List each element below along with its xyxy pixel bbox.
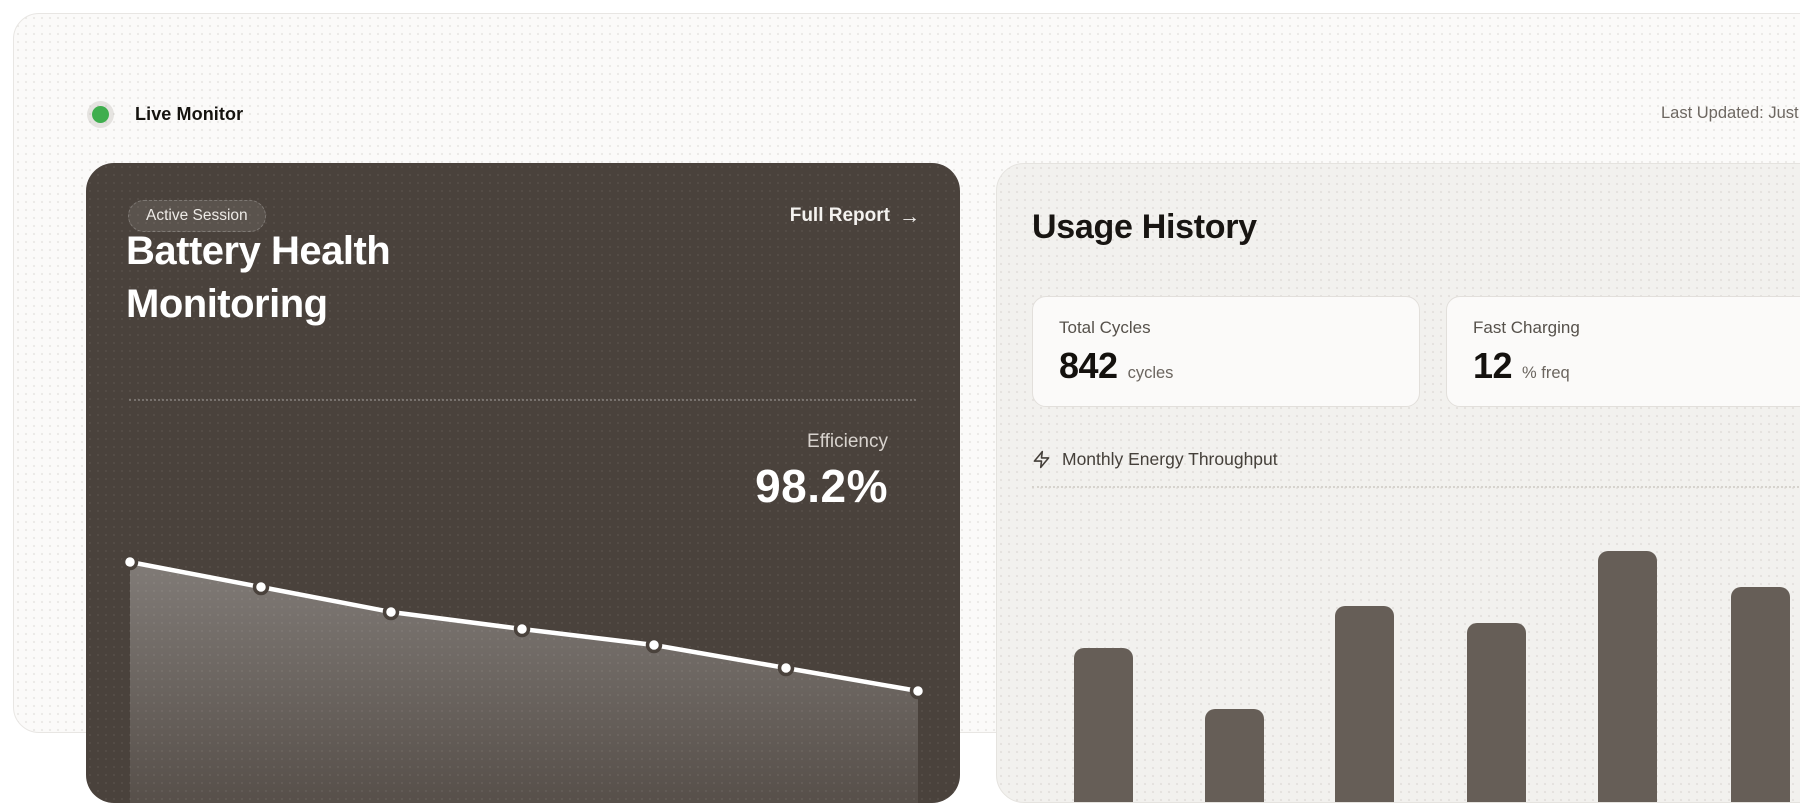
usage-history-title: Usage History: [1032, 208, 1257, 246]
usage-history-card: Usage History Total Cycles 842 cycles Fa…: [996, 163, 1800, 803]
dashboard-panel: Live Monitor Last Updated: Just now Acti…: [13, 13, 1800, 803]
throughput-bar: [1731, 587, 1790, 802]
card-divider: [129, 399, 916, 401]
throughput-section-header: Monthly Energy Throughput: [1032, 449, 1278, 470]
stat-value: 12: [1473, 345, 1513, 386]
full-report-label: Full Report: [789, 205, 890, 226]
live-status-dot-icon: [92, 106, 109, 123]
dotted-divider: [1032, 486, 1800, 488]
monthly-throughput-bar-chart: [997, 164, 1800, 802]
line-chart-point: [777, 659, 795, 677]
stat-label: Total Cycles: [1059, 318, 1151, 337]
stat-unit: % freq: [1522, 364, 1570, 382]
battery-health-card: Active Session Full Report → Battery Hea…: [86, 163, 960, 803]
zap-icon: [1033, 450, 1050, 469]
efficiency-metric: Efficiency 98.2%: [755, 431, 888, 513]
line-chart-point: [121, 553, 139, 571]
live-monitor-status: Live Monitor: [92, 104, 243, 125]
full-report-button[interactable]: Full Report →: [790, 205, 920, 227]
line-chart-point: [909, 682, 927, 700]
throughput-bar: [1335, 606, 1394, 802]
stat-label: Fast Charging: [1473, 318, 1580, 337]
throughput-bar: [1467, 623, 1526, 802]
stat-value: 842: [1059, 345, 1118, 386]
line-chart-point: [645, 636, 663, 654]
efficiency-label: Efficiency: [807, 431, 888, 452]
battery-card-title: Battery Health Monitoring: [126, 229, 391, 327]
stat-unit: cycles: [1127, 364, 1174, 382]
efficiency-value: 98.2%: [755, 460, 888, 512]
arrow-right-icon: →: [899, 204, 920, 228]
stat-card-fast-charging: Fast Charging 12 % freq: [1446, 296, 1800, 407]
line-chart-point: [382, 603, 400, 621]
stat-card-total-cycles: Total Cycles 842 cycles: [1032, 296, 1420, 407]
throughput-bar: [1074, 648, 1133, 802]
live-monitor-label: Live Monitor: [135, 104, 244, 124]
line-chart-point: [252, 578, 270, 596]
last-updated-text: Last Updated: Just now: [1661, 104, 1800, 122]
throughput-section-label: Monthly Energy Throughput: [1062, 449, 1278, 469]
throughput-bar: [1205, 709, 1264, 802]
line-chart-point: [513, 620, 531, 638]
throughput-bar: [1598, 551, 1657, 802]
active-session-badge: Active Session: [128, 200, 266, 232]
